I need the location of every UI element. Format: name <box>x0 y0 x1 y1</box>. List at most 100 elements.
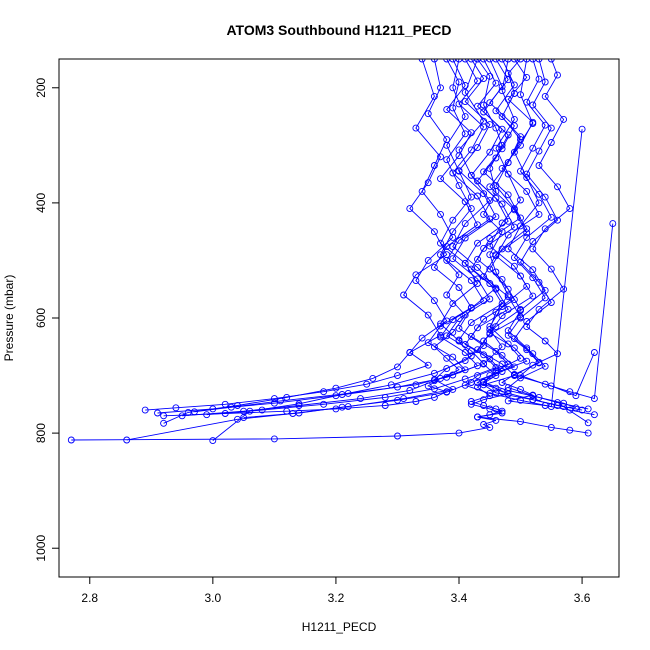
series-15 <box>240 59 518 422</box>
series-18 <box>160 59 451 427</box>
data-point <box>424 179 432 187</box>
series-line <box>482 59 589 424</box>
data-point <box>424 311 432 319</box>
data-point <box>455 59 463 63</box>
data-point <box>547 139 555 146</box>
data-point <box>566 426 574 434</box>
data-point <box>474 263 481 271</box>
data-point <box>535 358 543 366</box>
data-point <box>529 59 537 63</box>
data-point <box>406 387 414 394</box>
data-point <box>529 266 537 274</box>
data-point <box>437 331 444 339</box>
data-point <box>498 343 506 351</box>
data-point <box>486 59 494 63</box>
data-point <box>430 369 438 377</box>
data-point <box>418 187 426 195</box>
data-point <box>510 115 518 123</box>
data-point <box>437 239 444 247</box>
data-point <box>590 349 598 356</box>
data-point <box>554 183 561 191</box>
data-point <box>474 255 481 263</box>
series-line <box>243 59 515 419</box>
data-point <box>406 349 414 356</box>
data-point <box>517 354 524 362</box>
data-point <box>240 414 248 422</box>
data-point <box>449 59 457 63</box>
data-point <box>547 59 555 63</box>
data-point <box>547 382 555 390</box>
data-point <box>461 113 469 121</box>
data-point <box>455 167 463 175</box>
data-point <box>492 284 500 292</box>
data-point <box>461 88 469 96</box>
data-point <box>529 392 537 400</box>
data-point <box>141 406 149 414</box>
data-point <box>443 156 451 164</box>
data-point <box>517 418 524 426</box>
data-point <box>535 190 543 198</box>
data-point <box>455 100 463 108</box>
data-point <box>504 245 512 253</box>
data-point <box>295 400 303 408</box>
data-point <box>504 191 512 199</box>
data-point <box>418 59 426 63</box>
data-point <box>498 409 506 417</box>
data-point <box>332 384 340 392</box>
data-point <box>492 79 500 87</box>
data-point <box>498 200 506 208</box>
data-point <box>523 174 531 182</box>
y-tick-label: 800 <box>34 423 48 443</box>
data-point <box>430 343 438 351</box>
series-19 <box>209 59 500 445</box>
data-point <box>289 410 297 417</box>
data-point <box>486 423 494 431</box>
data-point <box>517 91 524 99</box>
data-point <box>467 400 475 408</box>
data-point <box>449 353 457 361</box>
data-point <box>449 233 457 241</box>
y-tick-label: 200 <box>34 77 48 97</box>
data-point <box>455 324 463 332</box>
data-point <box>480 396 488 404</box>
data-point <box>609 220 617 228</box>
data-point <box>541 380 549 388</box>
data-point <box>498 87 506 95</box>
data-point <box>387 381 395 389</box>
data-point <box>510 81 518 89</box>
data-point <box>449 255 457 263</box>
data-point <box>504 331 512 339</box>
data-point <box>486 405 494 413</box>
series-line <box>507 59 589 410</box>
data-point <box>424 339 432 347</box>
data-point <box>461 259 469 267</box>
data-point <box>443 365 451 373</box>
data-point <box>474 239 481 247</box>
data-point <box>467 304 475 312</box>
data-point <box>430 92 438 100</box>
data-point <box>529 292 537 300</box>
series-line <box>126 59 479 441</box>
data-point <box>270 399 278 407</box>
data-point <box>504 170 512 178</box>
data-point <box>517 396 524 404</box>
data-point <box>492 144 500 152</box>
data-point <box>486 355 494 363</box>
data-point <box>480 351 488 359</box>
data-point <box>449 169 457 177</box>
data-point <box>529 101 537 109</box>
series-17 <box>480 59 592 427</box>
data-point <box>504 384 512 392</box>
data-point <box>547 124 555 132</box>
data-point <box>443 291 451 299</box>
data-point <box>178 412 186 420</box>
y-tick-label: 400 <box>34 193 48 213</box>
data-point <box>449 371 457 379</box>
data-point <box>172 404 180 412</box>
data-point <box>492 213 500 221</box>
data-point <box>338 391 346 398</box>
data-point <box>486 280 494 287</box>
data-point <box>492 384 500 392</box>
data-point <box>437 210 444 218</box>
data-point <box>523 282 531 290</box>
